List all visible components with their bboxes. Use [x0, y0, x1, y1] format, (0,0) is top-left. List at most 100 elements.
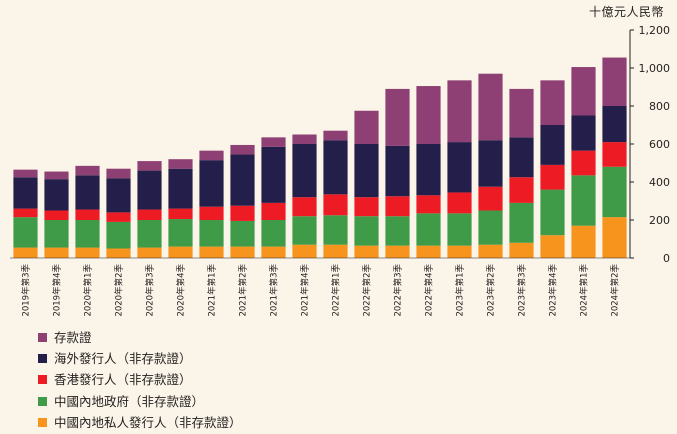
bar-segment [44, 171, 69, 180]
x-tick-label: 2021年第1季 [207, 264, 218, 317]
legend-swatch [38, 375, 47, 385]
y-tick-label: 200 [649, 214, 670, 227]
bar-segment [261, 146, 286, 203]
legend-swatch [38, 417, 47, 427]
bar-segment [137, 209, 162, 220]
bar-segment [323, 140, 348, 195]
legend-item: 海外發行人（非存款證） [38, 348, 242, 369]
bar-segment [292, 144, 317, 198]
bar-segment [447, 213, 472, 246]
bar-segment [416, 245, 441, 258]
bar-segment [230, 246, 255, 258]
bar-segment [385, 216, 410, 246]
bar-segment [509, 202, 534, 243]
bar-segment [416, 213, 441, 246]
bar-segment [199, 246, 224, 258]
bar-segment [13, 177, 38, 209]
bar-segment [13, 169, 38, 178]
bar-segment [137, 161, 162, 171]
legend-label: 海外發行人（非存款證） [54, 351, 192, 367]
bar-segment [571, 115, 596, 151]
bar-segment [168, 168, 193, 209]
x-tick-labels: 2019年第3季 2019年第4季 2020年第1季 2020年第2季 2020年第3季… [21, 264, 621, 317]
x-tick-label: 2020年第3季 [145, 264, 156, 317]
bar-segment [106, 248, 131, 258]
bar-segment [385, 88, 410, 146]
bar-segment [602, 166, 627, 218]
bar-segment [478, 244, 503, 258]
x-tick-label: 2022年第1季 [331, 264, 342, 317]
bar-segment [199, 150, 224, 161]
bar-segment [199, 160, 224, 207]
bar-segment [106, 221, 131, 249]
bar-segment [540, 164, 565, 190]
bar-segment [137, 220, 162, 248]
bar-segment [354, 110, 379, 144]
bar-segment [230, 205, 255, 221]
legend-swatch [38, 396, 47, 406]
bar-segment [261, 246, 286, 258]
bar-segment [447, 142, 472, 193]
bar-segment [602, 57, 627, 106]
legend-label: 存款證 [54, 330, 92, 345]
bar-segment [168, 246, 193, 258]
y-tick-label: 600 [649, 138, 670, 151]
bar-segment [416, 86, 441, 144]
bar-segment [106, 168, 131, 179]
bar-segment [44, 210, 69, 220]
y-tick-label: 400 [649, 176, 670, 189]
bar-segment [292, 216, 317, 245]
bar-segment [571, 150, 596, 176]
bar-segment [385, 245, 410, 258]
x-tick-label: 2023年第3季 [517, 264, 528, 317]
bar-segment [323, 194, 348, 216]
bar-segment [106, 212, 131, 222]
x-tick-label: 2023年第2季 [486, 264, 497, 317]
bar-segment [509, 137, 534, 178]
x-tick-label: 2021年第4季 [300, 264, 311, 317]
x-tick-label: 2020年第4季 [176, 264, 187, 317]
x-tick-label: 2024年第1季 [579, 264, 590, 317]
bar-segment [75, 175, 100, 210]
bar-segment [571, 175, 596, 226]
bar-segment [509, 88, 534, 138]
bar-segment [354, 245, 379, 258]
x-tick-label: 2020年第2季 [114, 264, 125, 317]
bar-segment [230, 220, 255, 247]
bar-segment [75, 209, 100, 220]
x-tick-label: 2019年第3季 [21, 264, 32, 317]
bar-segment [137, 247, 162, 258]
bar-segment [261, 220, 286, 247]
bar-segment [447, 192, 472, 214]
y-unit-label: 十億元人民幣 [588, 5, 664, 19]
bar-segment [13, 208, 38, 218]
bar-segment [292, 197, 317, 217]
bar-segment [416, 195, 441, 214]
bar-segment [199, 206, 224, 220]
x-tick-label: 2023年第1季 [455, 264, 466, 317]
legend-item: 存款證 [38, 327, 242, 348]
bar-segment [354, 197, 379, 217]
bar-segment [230, 144, 255, 155]
bar-segment [261, 202, 286, 220]
bar-segment [540, 80, 565, 125]
x-tick-label: 2023年第4季 [548, 264, 559, 317]
x-tick-label: 2022年第4季 [424, 264, 435, 317]
bar-segment [44, 220, 69, 248]
bar-segment [478, 210, 503, 245]
bar-segment [447, 245, 472, 258]
y-tick-label: 800 [649, 100, 670, 113]
bar-segment [602, 142, 627, 167]
bar-segment [323, 130, 348, 141]
bar-segment [292, 134, 317, 144]
bar-segment [354, 144, 379, 198]
bar-segment [292, 244, 317, 258]
x-tick-label: 2019年第4季 [52, 264, 63, 317]
bar-segment [571, 225, 596, 258]
x-tick-label: 2020年第1季 [83, 264, 94, 317]
bar-segment [540, 235, 565, 258]
bar-segment [323, 244, 348, 258]
bar-segment [478, 186, 503, 211]
